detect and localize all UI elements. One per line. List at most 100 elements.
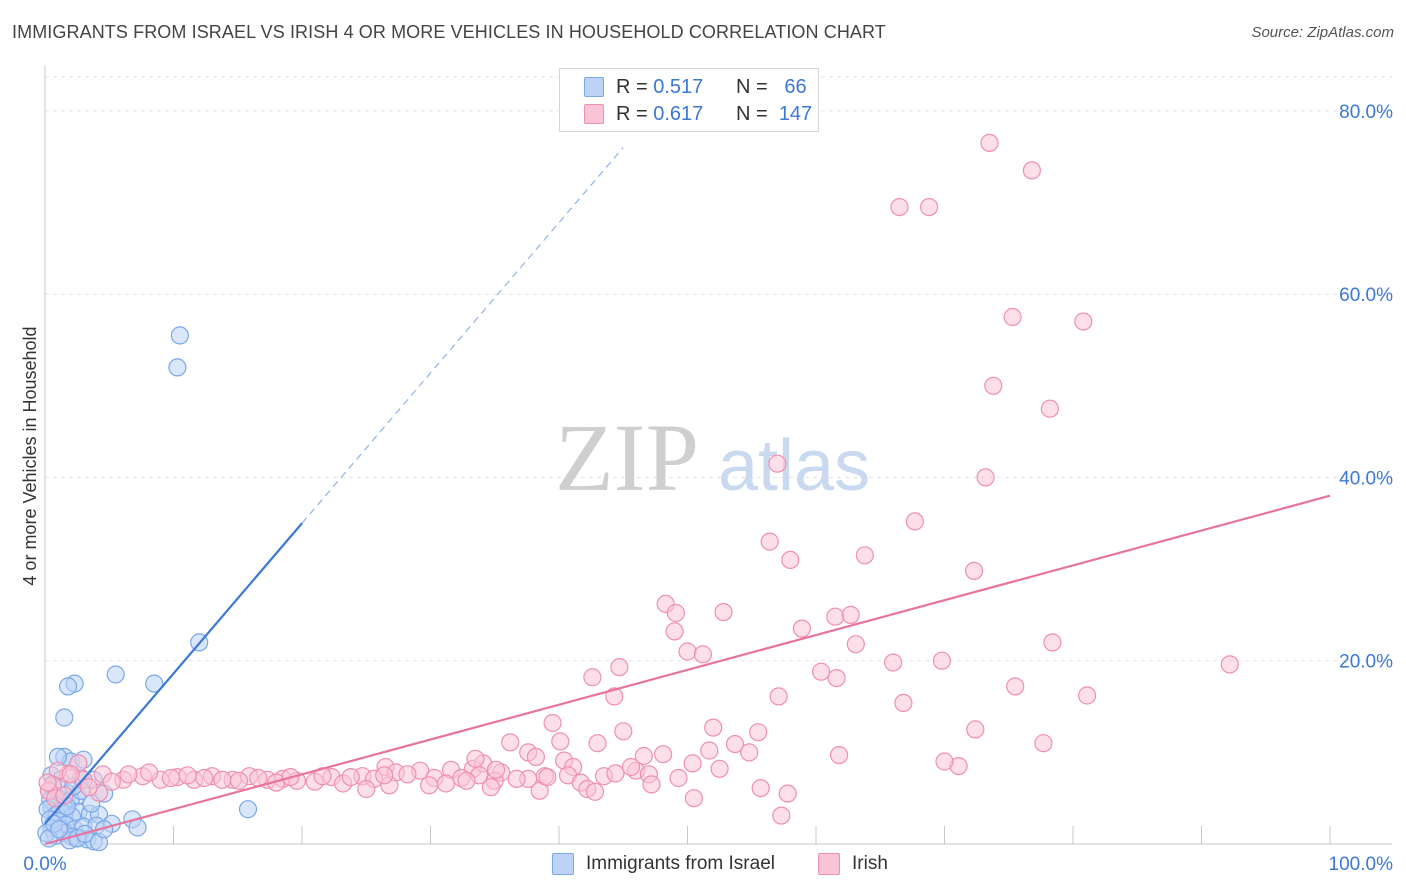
point-irish xyxy=(1003,307,1022,327)
trend-line-israel xyxy=(44,522,303,825)
point-irish xyxy=(119,765,138,784)
point-irish xyxy=(964,561,984,581)
bottom-legend-irish: Irish xyxy=(818,852,888,876)
point-irish xyxy=(538,767,557,787)
point-irish xyxy=(669,768,688,788)
grid-lines xyxy=(45,76,1392,662)
point-irish xyxy=(606,764,625,783)
point-irish xyxy=(751,778,770,798)
point-irish xyxy=(585,782,605,801)
point-irish xyxy=(1034,734,1053,753)
point-irish xyxy=(398,765,417,784)
point-irish xyxy=(501,733,520,752)
data-points xyxy=(37,133,1239,852)
point-irish xyxy=(436,774,455,793)
point-irish xyxy=(894,693,913,713)
axes: 20.0% 40.0% 60.0% 80.0% 0.0% 100.0% xyxy=(23,65,1393,875)
point-irish xyxy=(140,763,159,782)
point-irish xyxy=(1074,312,1093,331)
point-israel xyxy=(170,326,189,345)
point-irish xyxy=(781,550,800,570)
y-tick-label: 80.0% xyxy=(1339,102,1393,123)
point-irish xyxy=(829,745,849,765)
point-irish xyxy=(980,133,999,152)
chart-source: Source: ZipAtlas.com xyxy=(1251,24,1394,41)
point-irish xyxy=(1077,686,1097,705)
point-israel xyxy=(106,665,125,684)
legend-row-irish: R = 0.617 N = 147 xyxy=(584,102,812,126)
legend-n-label: N = xyxy=(736,102,768,125)
point-irish xyxy=(583,668,602,687)
point-irish xyxy=(700,741,719,760)
point-irish xyxy=(614,722,633,741)
point-irish xyxy=(704,718,723,737)
point-israel xyxy=(145,674,164,693)
point-irish xyxy=(1040,399,1060,418)
point-irish xyxy=(79,778,98,797)
point-irish xyxy=(919,198,939,217)
trend-line-irish xyxy=(44,494,1331,846)
point-irish xyxy=(1220,655,1239,674)
x-tick-label-min: 0.0% xyxy=(23,854,66,875)
point-irish xyxy=(772,806,791,825)
point-irish xyxy=(55,786,74,805)
point-irish xyxy=(693,645,713,664)
point-irish xyxy=(621,757,641,777)
point-irish xyxy=(551,732,570,751)
legend-swatch-irish xyxy=(584,104,604,124)
point-irish xyxy=(725,734,745,754)
point-irish xyxy=(229,771,249,790)
point-irish xyxy=(38,773,57,792)
point-irish xyxy=(846,635,865,654)
point-irish xyxy=(811,662,831,681)
legend-r-label: R = xyxy=(616,75,648,98)
point-irish xyxy=(710,759,729,778)
watermark-atlas: atlas xyxy=(718,426,870,506)
point-irish xyxy=(605,687,624,706)
point-irish xyxy=(683,754,702,773)
point-irish xyxy=(890,198,909,217)
point-israel xyxy=(49,820,69,839)
point-israel xyxy=(168,358,187,377)
trend-lines xyxy=(44,147,1331,846)
point-irish xyxy=(749,723,768,742)
chart-title: IMMIGRANTS FROM ISRAEL VS IRISH 4 OR MOR… xyxy=(12,22,886,42)
point-irish xyxy=(642,775,661,794)
point-irish xyxy=(760,532,779,551)
legend-box: R = 0.517 N = 66 R = 0.617 N = 147 xyxy=(559,68,819,132)
point-irish xyxy=(610,657,629,677)
point-irish xyxy=(420,776,439,795)
point-irish xyxy=(178,766,197,785)
bottom-legend-label-irish: Irish xyxy=(852,853,888,874)
point-irish xyxy=(827,668,846,688)
point-irish xyxy=(792,619,812,638)
point-irish xyxy=(714,602,733,622)
point-irish xyxy=(935,752,954,771)
watermark-zip: ZIP xyxy=(555,404,699,511)
point-irish xyxy=(486,760,506,779)
axis-labels: 4 or more Vehicles in Household xyxy=(20,326,40,585)
legend-n-label: N = xyxy=(736,75,768,98)
point-irish xyxy=(507,769,526,789)
legend-r-israel: R = 0.517 xyxy=(616,76,736,99)
legend-n-value-israel: 66 xyxy=(784,75,807,98)
point-israel xyxy=(58,677,78,696)
point-irish xyxy=(740,743,759,762)
point-irish xyxy=(653,745,673,764)
point-irish xyxy=(375,766,394,785)
point-irish xyxy=(466,749,485,768)
bottom-legend-swatch-israel xyxy=(552,853,574,875)
point-israel xyxy=(238,800,258,819)
point-irish xyxy=(161,768,180,788)
bottom-legend-label-israel: Immigrants from Israel xyxy=(586,853,775,874)
point-irish xyxy=(481,778,500,797)
legend-r-value-irish: 0.617 xyxy=(653,102,704,125)
bottom-legend-israel: Immigrants from Israel xyxy=(552,852,775,876)
x-tick-label-max: 100.0% xyxy=(1329,854,1394,875)
point-irish xyxy=(61,765,80,784)
legend-r-label: R = xyxy=(616,102,648,125)
point-irish xyxy=(530,781,549,800)
legend-swatch-israel xyxy=(584,77,604,97)
y-tick-label: 20.0% xyxy=(1339,652,1393,673)
